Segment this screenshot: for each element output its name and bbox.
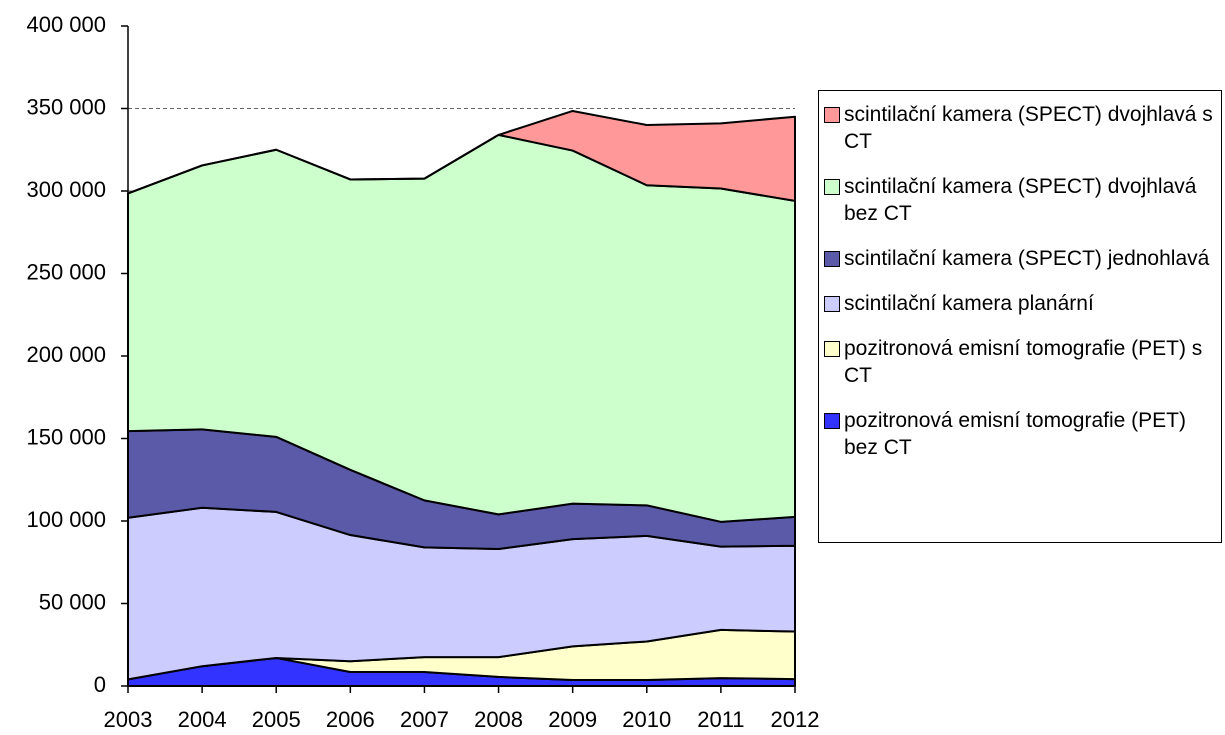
- x-tick-label: 2011: [697, 707, 744, 732]
- y-tick-label: 0: [94, 672, 106, 697]
- legend-item: scintilační kamera (SPECT) dvojhlavá bez…: [824, 173, 1221, 227]
- y-tick-label: 50 000: [39, 589, 106, 614]
- legend-item: scintilační kamera planární: [824, 290, 1221, 317]
- y-tick-label: 350 000: [26, 94, 106, 119]
- legend-swatch: [824, 107, 840, 123]
- y-tick-label: 250 000: [26, 259, 106, 284]
- legend-label: scintilační kamera (SPECT) jednohlavá: [844, 247, 1210, 270]
- legend-swatch: [824, 179, 840, 195]
- x-tick-label: 2003: [104, 707, 153, 732]
- x-tick-label: 2010: [622, 707, 671, 732]
- legend-item: scintilační kamera (SPECT) jednohlavá: [824, 245, 1221, 272]
- y-tick-label: 300 000: [26, 177, 106, 202]
- legend: scintilační kamera (SPECT) dvojhlavá s C…: [818, 90, 1222, 543]
- y-tick-label: 200 000: [26, 342, 106, 367]
- x-tick-label: 2007: [400, 707, 449, 732]
- legend-label: scintilační kamera planární: [844, 292, 1094, 315]
- legend-swatch: [824, 296, 840, 312]
- x-tick-label: 2006: [326, 707, 375, 732]
- x-tick-label: 2012: [771, 707, 820, 732]
- x-tick-label: 2009: [548, 707, 597, 732]
- legend-label: pozitronová emisní tomografie (PET) bez …: [844, 409, 1186, 459]
- y-tick-label: 100 000: [26, 507, 106, 532]
- x-tick-label: 2005: [252, 707, 301, 732]
- legend-swatch: [824, 251, 840, 267]
- y-tick-label: 150 000: [26, 424, 106, 449]
- legend-label: scintilační kamera (SPECT) dvojhlavá bez…: [844, 175, 1197, 225]
- y-tick-label: 400 000: [26, 12, 106, 37]
- legend-item: scintilační kamera (SPECT) dvojhlavá s C…: [824, 101, 1221, 155]
- legend-label: scintilační kamera (SPECT) dvojhlavá s C…: [844, 103, 1213, 153]
- legend-swatch: [824, 413, 840, 429]
- area: [127, 109, 796, 202]
- x-tick-label: 2008: [474, 707, 523, 732]
- legend-item: pozitronová emisní tomografie (PET) bez …: [824, 407, 1221, 461]
- legend-swatch: [824, 341, 840, 357]
- legend-item: pozitronová emisní tomografie (PET) s CT: [824, 335, 1221, 389]
- legend-label: pozitronová emisní tomografie (PET) s CT: [844, 337, 1203, 387]
- x-tick-label: 2004: [178, 707, 227, 732]
